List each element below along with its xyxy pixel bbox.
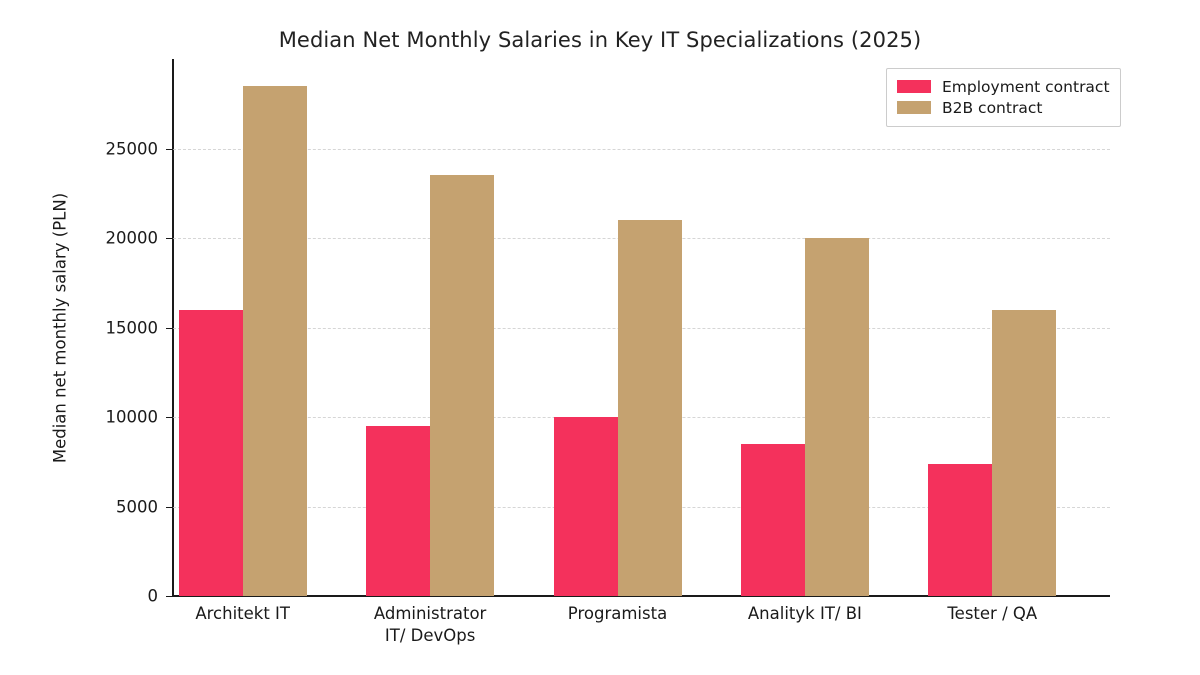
y-tick-label: 20000 — [105, 228, 159, 248]
bar-employment — [928, 463, 993, 596]
y-tick-mark — [166, 506, 173, 508]
bar-b2b — [430, 175, 495, 596]
y-axis-label-container: Median net monthly salary (PLN) — [0, 59, 70, 596]
chart-legend: Employment contract B2B contract — [886, 68, 1121, 127]
x-tick-label: Architekt IT — [133, 603, 353, 625]
legend-item[interactable]: Employment contract — [897, 76, 1110, 97]
y-tick-label: 15000 — [105, 318, 159, 337]
y-tick-mark — [166, 148, 173, 150]
x-tick-label-line: Architekt IT — [195, 604, 291, 623]
gridline — [173, 148, 1110, 150]
bar-employment — [178, 309, 243, 596]
bar-b2b — [617, 220, 682, 596]
y-axis-label: Median net monthly salary (PLN) — [50, 192, 70, 463]
y-tick-mark — [166, 238, 173, 240]
y-tick-label: 5000 — [116, 497, 158, 516]
x-tick-label-line: Administrator — [373, 604, 487, 623]
x-tick-label-line: Tester / QA — [947, 604, 1038, 623]
x-tick-label: Tester / QA — [882, 603, 1102, 625]
x-tick-label: Analityk IT/ BI — [695, 603, 915, 625]
y-tick-label: 0 — [147, 586, 159, 606]
y-tick-mark — [166, 596, 173, 598]
y-tick-mark — [166, 327, 173, 329]
bar-b2b — [242, 85, 307, 596]
legend-label: Employment contract — [942, 77, 1110, 96]
x-tick-label-line: Analityk IT/ BI — [747, 604, 862, 623]
bar-b2b — [992, 309, 1057, 596]
bar-employment — [740, 443, 805, 596]
x-tick-label-line: Programista — [567, 604, 668, 623]
bar-employment — [553, 417, 618, 596]
legend-swatch-icon — [897, 80, 931, 93]
legend-label: B2B contract — [942, 98, 1043, 117]
y-tick-label: 25000 — [105, 139, 159, 158]
y-tick-label: 10000 — [105, 407, 159, 427]
chart-title: Median Net Monthly Salaries in Key IT Sp… — [278, 28, 922, 52]
x-tick-label-line: IT/ DevOps — [384, 626, 476, 645]
x-tick-label: Administrator IT/ DevOps — [320, 603, 540, 647]
legend-swatch-icon — [897, 101, 931, 114]
bars-layer — [173, 59, 1110, 596]
bar-employment — [366, 425, 431, 596]
x-tick-label: Programista — [508, 603, 728, 625]
plot-area — [173, 59, 1110, 596]
legend-item[interactable]: B2B contract — [897, 97, 1110, 118]
y-tick-mark — [166, 417, 173, 419]
bar-b2b — [804, 238, 869, 596]
